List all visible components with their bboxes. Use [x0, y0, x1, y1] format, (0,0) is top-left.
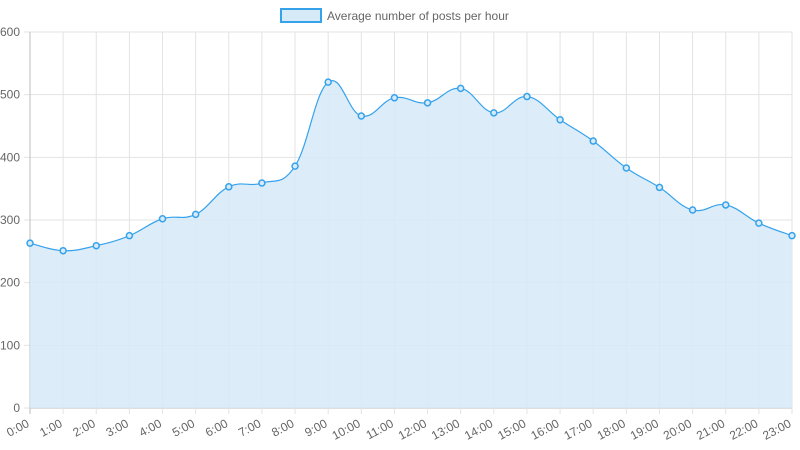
y-tick-label: 0 [13, 401, 20, 415]
data-point-2-00[interactable] [92, 241, 101, 250]
area-fill [30, 80, 792, 408]
x-tick-label: 9:00 [302, 416, 329, 439]
data-point-9-00[interactable] [324, 78, 332, 86]
x-tick-label: 8:00 [269, 416, 296, 439]
data-point-14-00[interactable] [490, 109, 498, 117]
x-tick-label: 23:00 [760, 416, 793, 443]
data-point-23-00[interactable] [788, 231, 796, 240]
y-tick-label: 300 [0, 213, 20, 227]
legend[interactable]: Average number of posts per hour [280, 8, 509, 23]
data-point-19-00[interactable] [655, 183, 664, 192]
y-tick-label: 200 [0, 276, 20, 290]
y-tick-label: 100 [0, 338, 20, 352]
legend-swatch [280, 8, 322, 23]
data-point-13-00[interactable] [456, 84, 465, 93]
y-tick-label: 400 [0, 150, 20, 164]
series-points [26, 78, 796, 255]
x-tick-label: 7:00 [236, 416, 263, 439]
data-point-0-00[interactable] [26, 239, 34, 247]
x-tick-label: 18:00 [595, 416, 628, 443]
data-point-8-00[interactable] [291, 162, 299, 170]
x-tick-label: 4:00 [137, 416, 164, 439]
y-tick-label: 500 [0, 88, 20, 102]
data-point-17-00[interactable] [589, 137, 597, 145]
legend-label: Average number of posts per hour [327, 9, 509, 23]
data-point-3-00[interactable] [125, 231, 134, 240]
x-tick-label: 14:00 [462, 416, 495, 443]
y-tick-label: 600 [0, 25, 20, 39]
x-tick-label: 1:00 [37, 416, 64, 439]
x-tick-label: 12:00 [396, 416, 429, 443]
x-tick-label: 10:00 [330, 416, 363, 443]
data-point-18-00[interactable] [622, 164, 631, 172]
x-tick-label: 5:00 [170, 416, 197, 439]
series-area [29, 79, 793, 408]
data-point-16-00[interactable] [556, 115, 564, 124]
x-tick-label: 2:00 [70, 416, 97, 439]
x-tick-label: 3:00 [104, 416, 131, 439]
data-point-7-00[interactable] [258, 179, 266, 187]
x-tick-label: 15:00 [495, 416, 528, 443]
data-point-4-00[interactable] [158, 214, 167, 223]
data-point-6-00[interactable] [225, 183, 233, 191]
x-tick-label: 17:00 [562, 416, 595, 443]
data-point-20-00[interactable] [688, 206, 697, 214]
x-tick-label: 11:00 [364, 416, 397, 442]
x-tick-label: 22:00 [727, 416, 760, 443]
x-tick-label: 13:00 [429, 416, 462, 443]
x-tick-label: 19:00 [628, 416, 661, 443]
x-tick-label: 0:00 [4, 416, 31, 439]
x-tick-label: 21:00 [694, 416, 727, 443]
data-point-22-00[interactable] [755, 219, 763, 227]
x-tick-label: 16:00 [528, 416, 561, 443]
data-point-15-00[interactable] [523, 92, 531, 101]
data-point-11-00[interactable] [390, 94, 399, 102]
data-point-10-00[interactable] [357, 112, 366, 120]
data-point-12-00[interactable] [423, 99, 432, 107]
x-tick-label: 20:00 [661, 416, 694, 443]
data-point-1-00[interactable] [59, 246, 67, 255]
data-point-21-00[interactable] [721, 201, 730, 209]
x-tick-label: 6:00 [203, 416, 230, 439]
data-point-5-00[interactable] [191, 210, 200, 219]
